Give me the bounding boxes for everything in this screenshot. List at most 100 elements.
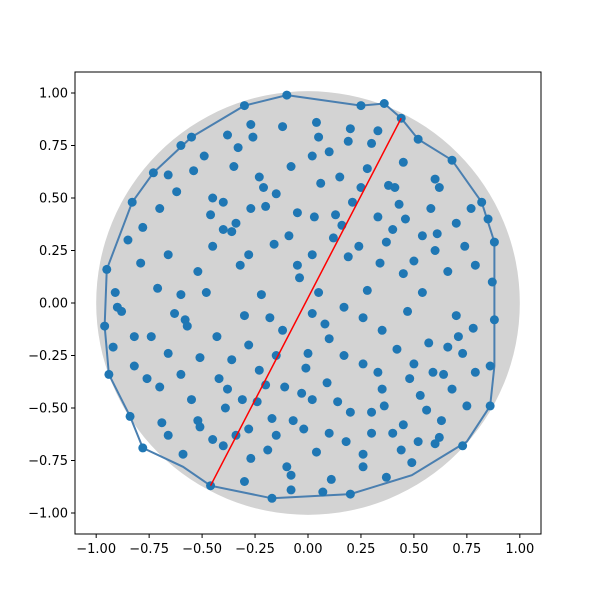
data-point [417,288,427,297]
data-point [223,130,233,140]
data-point [354,241,364,251]
data-point [208,193,218,203]
data-point [388,225,398,234]
data-point [244,340,254,350]
data-point [307,309,317,318]
data-point [458,441,468,451]
data-point [347,197,357,207]
data-point [392,344,402,354]
data-point [292,208,302,218]
data-point [235,260,245,270]
data-point [379,99,389,108]
data-point [367,138,377,148]
data-point [278,122,288,132]
data-point [381,472,391,482]
data-point [295,273,305,283]
data-point [439,369,449,379]
data-point [373,367,383,377]
data-point [430,246,440,255]
x-tick-label: 1.00 [505,542,534,557]
y-tick-label: 0.25 [39,244,68,259]
data-point [468,323,478,333]
data-point [178,449,188,459]
data-point [434,432,444,442]
data-point [394,199,404,209]
data-point [388,428,398,438]
data-point [208,435,218,444]
data-point [223,384,233,394]
data-point [356,101,366,111]
data-point [129,332,139,342]
data-point [254,365,264,375]
data-point [301,363,311,373]
data-point [271,430,281,440]
data-point [280,382,290,392]
data-point [373,126,383,136]
data-point [324,334,334,344]
data-point [373,212,383,222]
data-point [138,222,148,232]
data-point [286,485,296,495]
data-point [127,197,137,207]
x-tick-label: 0.50 [399,542,428,557]
data-point [182,321,192,331]
data-point [309,212,319,222]
data-point [485,401,495,411]
x-axis: −1.00 −0.75 −0.50 −0.25 0.00 0.25 0.50 0.75 1.00 [76,534,534,557]
data-point [409,359,419,369]
convex-hull [103,94,496,500]
data-point [100,321,110,331]
data-point [470,260,480,270]
data-point [432,229,442,239]
data-point [142,374,152,384]
y-tick-label: 1.00 [39,87,68,102]
data-point [218,441,228,451]
data-point [362,164,372,174]
data-point [246,453,256,463]
data-point [430,174,440,184]
data-point [326,474,336,484]
x-tick-label: −1.00 [76,542,116,557]
data-point [405,374,415,384]
data-point [413,437,423,447]
y-tick-label: −0.50 [28,402,68,417]
data-point [254,172,264,182]
data-point [415,390,425,400]
data-point [176,141,186,150]
data-point [187,132,196,142]
data-point [278,325,288,335]
data-point [303,348,313,358]
data-point [318,487,328,497]
data-point [409,256,419,266]
data-point [286,470,296,480]
data-point [218,197,228,207]
data-point [375,258,385,268]
data-point [104,369,114,379]
data-point [189,166,199,176]
data-point [390,183,400,192]
data-point [282,90,292,100]
data-point [206,210,216,220]
data-point [163,250,173,260]
data-point [417,231,427,241]
data-point [341,437,351,447]
x-tick-label: −0.50 [182,542,222,557]
data-point [148,168,158,178]
data-point [265,313,275,323]
data-point [328,233,338,243]
x-tick-label: 0.25 [346,542,375,557]
data-point [458,348,468,358]
data-point [381,237,391,247]
data-point [362,285,372,295]
data-point [195,353,205,363]
data-point [485,361,495,371]
data-point [460,241,470,251]
data-point [426,204,436,213]
data-point [443,342,453,352]
data-point [282,462,292,472]
y-tick-label: −1.00 [28,507,68,522]
data-point [489,237,499,247]
data-point [261,201,271,211]
data-point [187,395,196,405]
data-point [453,332,463,342]
